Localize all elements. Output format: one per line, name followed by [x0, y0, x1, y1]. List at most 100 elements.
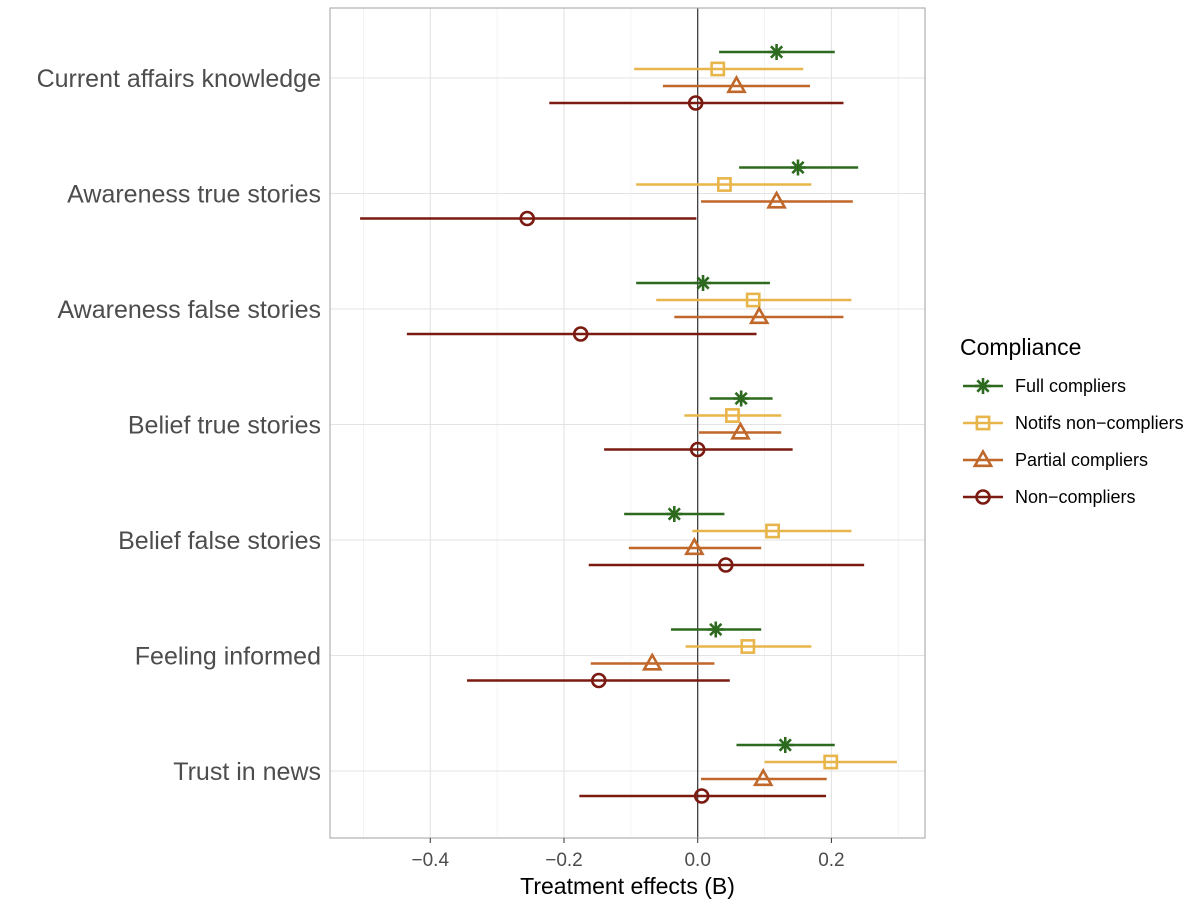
square-marker: [740, 639, 756, 654]
circle-marker: [693, 788, 710, 804]
plot-panel-background: [330, 8, 925, 838]
triangle-marker: [684, 536, 705, 556]
point-estimate: [726, 74, 747, 94]
series-square: [634, 61, 897, 770]
legend-item: Notifs non−compliers: [963, 413, 1184, 433]
circle-marker: [689, 441, 706, 458]
legend-key-circle: [975, 489, 991, 505]
circle-marker: [590, 672, 607, 689]
point-estimate: [777, 737, 794, 753]
triangle-marker: [726, 74, 747, 94]
legend-label: Notifs non−compliers: [1015, 413, 1184, 433]
point-estimate: [693, 788, 710, 804]
legend-item: Non−compliers: [963, 487, 1136, 507]
plot-panel-border: [329, 7, 926, 839]
point-estimate: [717, 177, 732, 192]
y-axis-label: Feeling informed: [135, 643, 321, 671]
point-estimate: [641, 652, 663, 671]
asterisk-stroke: [791, 160, 805, 175]
legend-item: Partial compliers: [963, 448, 1148, 470]
point-estimate: [695, 275, 712, 291]
circle-marker: [975, 489, 991, 505]
triangle-marker: [766, 190, 787, 209]
square-marker: [725, 408, 740, 423]
point-estimate: [710, 61, 726, 77]
legend-key-square: [975, 415, 991, 431]
legend-key-asterisk: [975, 378, 991, 394]
x-tick-label: 0.2: [818, 850, 844, 871]
asterisk-stroke: [696, 276, 710, 290]
series-triangle: [590, 74, 853, 787]
point-estimate: [519, 210, 536, 227]
point-estimate: [733, 390, 750, 407]
point-estimate: [684, 536, 705, 556]
legend-label: Partial compliers: [1015, 450, 1148, 470]
x-tick-label: −0.4: [412, 850, 450, 871]
square-marker: [765, 523, 780, 539]
square-marker: [745, 292, 761, 308]
square-marker: [975, 415, 991, 431]
y-axis-label: Belief true stories: [128, 412, 321, 440]
point-estimate: [768, 44, 785, 60]
point-estimate: [752, 767, 774, 787]
point-estimate: [666, 506, 683, 522]
triangle-marker: [641, 652, 663, 671]
legend-items: Full compliers Notifs non−compliers Partia…: [963, 376, 1184, 507]
point-estimate: [590, 672, 607, 689]
point-estimate: [823, 754, 839, 770]
point-estimate: [717, 557, 734, 573]
asterisk-stroke: [709, 622, 723, 637]
y-axis-labels: Current affairs knowledge Awareness true …: [37, 65, 321, 786]
legend-label: Full compliers: [1015, 376, 1126, 396]
point-estimate: [689, 441, 706, 458]
x-axis-ticks: −0.4 −0.2 0.0 0.2: [412, 838, 845, 871]
triangle-marker: [730, 421, 751, 440]
asterisk-stroke: [778, 738, 792, 752]
point-estimate: [789, 159, 806, 176]
point-estimate: [765, 523, 780, 539]
legend-label: Non−compliers: [1015, 487, 1136, 507]
legend-key-triangle: [972, 448, 994, 468]
y-axis-label: Current affairs knowledge: [37, 65, 321, 93]
point-estimate: [730, 421, 751, 440]
asterisk-stroke: [734, 391, 748, 406]
point-estimate: [766, 190, 787, 209]
point-estimate: [745, 292, 761, 308]
legend: Compliance Full compliers Notifs non−comp…: [960, 334, 1184, 507]
point-estimate: [572, 326, 589, 342]
y-axis-label: Awareness true stories: [67, 181, 321, 209]
x-tick-label: −0.2: [545, 850, 583, 871]
triangle-marker: [752, 767, 774, 787]
estimate-marks: [360, 44, 897, 804]
series-asterisk: [624, 44, 859, 753]
point-estimate: [748, 305, 770, 325]
asterisk-stroke: [770, 45, 784, 59]
plot-panel: [329, 7, 926, 839]
legend-item: Full compliers: [963, 376, 1126, 396]
asterisk-stroke: [976, 379, 990, 393]
series-circle: [360, 95, 865, 804]
x-tick-label: 0.0: [684, 850, 710, 871]
circle-marker: [519, 210, 536, 227]
grid-lines: [330, 8, 925, 838]
circle-marker: [572, 326, 589, 342]
point-estimate: [687, 95, 704, 111]
y-axis-label: Awareness false stories: [57, 296, 321, 324]
asterisk-stroke: [667, 507, 681, 521]
square-marker: [823, 754, 839, 770]
y-axis-label: Belief false stories: [118, 527, 321, 555]
point-estimate: [707, 621, 724, 638]
square-marker: [717, 177, 732, 192]
legend-title: Compliance: [960, 334, 1081, 360]
circle-marker: [717, 557, 734, 573]
x-axis-title: Treatment effects (B): [520, 873, 735, 899]
triangle-marker: [748, 305, 770, 325]
circle-marker: [687, 95, 704, 111]
point-estimate: [725, 408, 740, 423]
square-marker: [710, 61, 726, 77]
point-estimate: [740, 639, 756, 654]
triangle-marker: [972, 448, 994, 468]
y-axis-label: Trust in news: [173, 758, 321, 786]
